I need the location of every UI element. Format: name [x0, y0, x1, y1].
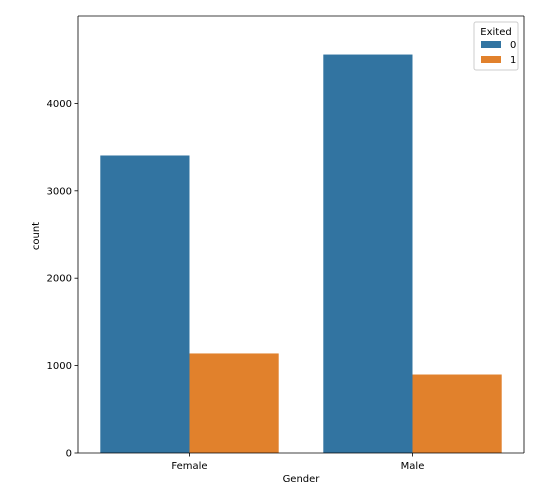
legend: Exited 0 1 — [473, 21, 519, 71]
bar-male-exited-1 — [412, 374, 502, 453]
y-axis-label: count — [31, 222, 42, 250]
x-axis-label: Gender — [283, 474, 321, 485]
y-tick-label: 0 — [66, 449, 72, 460]
legend-swatch-1 — [481, 56, 501, 63]
bars-layer — [100, 54, 502, 454]
bar-female-exited-1 — [189, 353, 279, 453]
axes-layer: 0 1000 2000 3000 4000 Female Male — [47, 15, 525, 472]
legend-swatch-0 — [481, 41, 501, 48]
legend-label-1: 1 — [510, 55, 516, 66]
x-tick-label: Female — [171, 461, 207, 472]
legend-label-0: 0 — [510, 40, 516, 51]
y-tick-label: 2000 — [47, 274, 72, 285]
legend-title: Exited — [480, 27, 511, 38]
bar-female-exited-0 — [100, 155, 190, 453]
y-tick-label: 3000 — [47, 186, 72, 197]
y-tick-label: 4000 — [47, 99, 72, 110]
bar-male-exited-0 — [323, 54, 413, 454]
y-tick-label: 1000 — [47, 361, 72, 372]
x-tick-label: Male — [401, 461, 425, 472]
